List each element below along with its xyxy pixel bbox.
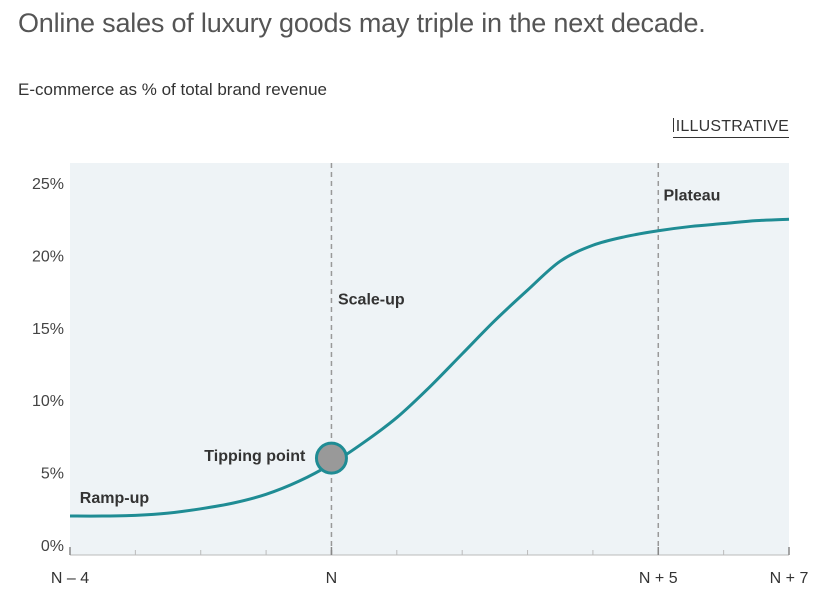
x-tick-label: N + 5 [639, 570, 678, 587]
phase-label: Tipping point [204, 448, 306, 465]
chart-title: Online sales of luxury goods may triple … [18, 8, 706, 38]
series-line [69, 217, 790, 518]
phase-label: Ramp-up [80, 490, 150, 507]
y-tick-label: 20% [32, 248, 64, 265]
x-tick-label: N [326, 570, 338, 587]
y-tick-label: 25% [32, 176, 64, 193]
phase-divider-lines [330, 163, 660, 555]
chart-subtitle: E-commerce as % of total brand revenue [18, 80, 327, 99]
y-tick-label: 10% [32, 393, 64, 410]
x-tick-label: N + 7 [770, 570, 809, 587]
y-tick-label: 5% [41, 466, 64, 483]
tipping-point-marker [314, 441, 348, 475]
x-tick-label: N – 4 [51, 570, 89, 587]
illustrative-tag: ILLUSTRATIVE [672, 118, 789, 138]
phase-label: Plateau [664, 187, 721, 204]
phase-label: Scale-up [338, 292, 405, 309]
plot-area [70, 163, 789, 555]
markers [314, 441, 348, 475]
phase-labels: Ramp-up Tipping point Scale-up Plateau [80, 187, 721, 507]
y-axis-ticks: 0% 5% 10% 15% 20% 25% [32, 176, 64, 555]
y-tick-label: 0% [41, 538, 64, 555]
y-tick-label: 15% [32, 321, 64, 338]
x-axis-ticks: N – 4 N N + 5 N + 7 [51, 547, 809, 587]
